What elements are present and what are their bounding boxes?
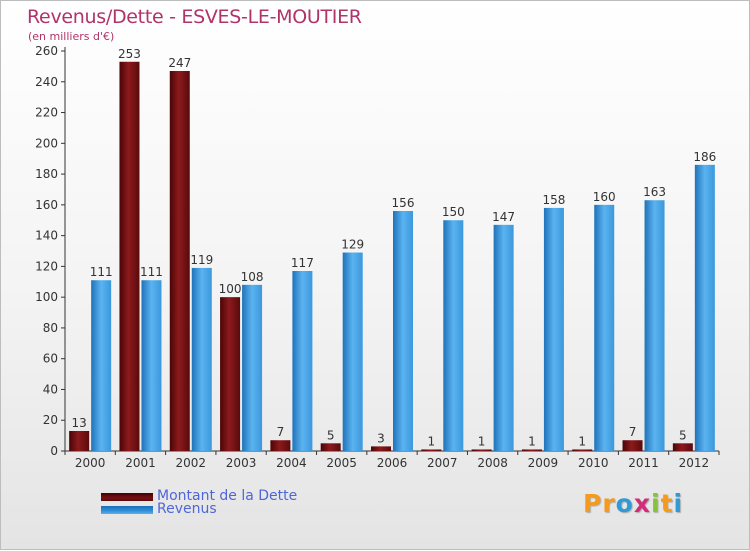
data-label-dette: 1 <box>478 434 486 448</box>
legend-label-revenus: Revenus <box>157 501 217 517</box>
bar-revenus <box>342 252 363 451</box>
y-tick-label: 40 <box>43 382 58 396</box>
bar-dette <box>622 440 643 451</box>
bar-dette <box>270 440 291 451</box>
data-label-revenus: 156 <box>392 196 415 210</box>
data-label-revenus: 150 <box>442 205 465 219</box>
y-tick-label: 180 <box>35 167 58 181</box>
data-label-dette: 5 <box>679 428 687 442</box>
bar-dette <box>521 449 542 451</box>
legend-swatch-dette <box>101 493 153 501</box>
data-label-revenus: 147 <box>492 210 515 224</box>
x-tick-label: 2002 <box>175 456 206 470</box>
bar-dette <box>320 443 341 451</box>
data-label-revenus: 163 <box>643 185 666 199</box>
data-label-dette: 100 <box>219 282 242 296</box>
y-tick-label: 20 <box>43 413 58 427</box>
y-tick-label: 0 <box>50 444 58 458</box>
data-label-dette: 7 <box>277 425 285 439</box>
proxiti-logo: Proxiti <box>583 489 683 518</box>
y-tick-label: 60 <box>43 352 58 366</box>
bar-revenus <box>443 220 464 451</box>
y-tick-label: 260 <box>35 44 58 58</box>
logo-letter: i <box>651 489 661 518</box>
bar-revenus <box>191 267 212 451</box>
x-tick-label: 2011 <box>628 456 659 470</box>
x-tick-label: 2001 <box>125 456 156 470</box>
data-label-revenus: 129 <box>341 238 364 252</box>
bar-dette <box>672 443 693 451</box>
chart-title: Revenus/Dette - ESVES-LE-MOUTIER <box>27 6 362 28</box>
bar-revenus <box>644 200 665 451</box>
bar-dette <box>69 431 90 451</box>
bar-dette <box>471 449 492 451</box>
logo-letter: P <box>583 489 603 518</box>
data-label-dette: 1 <box>528 434 536 448</box>
data-label-revenus: 117 <box>291 256 314 270</box>
data-label-revenus: 119 <box>190 253 213 267</box>
data-label-revenus: 111 <box>90 265 113 279</box>
data-label-dette: 5 <box>327 428 335 442</box>
bar-revenus <box>393 211 413 451</box>
y-tick-label: 200 <box>35 136 58 150</box>
bar-dette <box>572 449 593 451</box>
bar-revenus <box>242 284 263 451</box>
logo-letter: i <box>673 489 684 518</box>
bar-dette <box>169 71 190 451</box>
data-label-revenus: 111 <box>140 265 163 279</box>
y-tick-label: 100 <box>35 290 58 304</box>
bar-revenus <box>292 271 313 451</box>
logo-letter: x <box>633 489 651 518</box>
data-label-dette: 13 <box>72 416 87 430</box>
bar-dette <box>119 61 140 452</box>
data-label-dette: 247 <box>168 56 191 70</box>
x-tick-label: 2003 <box>226 456 257 470</box>
x-tick-label: 2004 <box>276 456 307 470</box>
data-label-revenus: 160 <box>593 190 616 204</box>
legend-label-dette: Montant de la Dette <box>157 488 298 504</box>
x-tick-label: 2005 <box>326 456 357 470</box>
data-label-dette: 253 <box>118 47 141 61</box>
y-tick-label: 240 <box>35 75 58 89</box>
x-tick-label: 2006 <box>377 456 408 470</box>
data-label-dette: 7 <box>629 425 637 439</box>
y-tick-label: 220 <box>35 106 58 120</box>
legend-swatch-revenus <box>101 506 153 514</box>
logo-letter: t <box>660 489 674 518</box>
bar-revenus <box>594 204 615 451</box>
y-tick-label: 160 <box>35 198 58 212</box>
bar-dette <box>371 446 391 451</box>
data-label-dette: 1 <box>578 434 586 448</box>
bar-dette <box>220 297 241 451</box>
x-tick-label: 2009 <box>528 456 559 470</box>
data-label-revenus: 108 <box>241 270 264 284</box>
chart-subtitle: (en milliers d'€) <box>28 30 115 43</box>
logo-letter: o <box>615 489 634 518</box>
data-label-dette: 3 <box>377 431 385 445</box>
y-tick-label: 140 <box>35 229 58 243</box>
data-label-dette: 1 <box>427 434 435 448</box>
bar-revenus <box>543 207 564 451</box>
x-tick-label: 2007 <box>427 456 458 470</box>
bar-dette <box>421 449 442 451</box>
x-tick-label: 2000 <box>75 456 106 470</box>
y-tick-label: 120 <box>35 259 58 273</box>
logo-letter: r <box>602 489 616 518</box>
bar-revenus <box>141 280 162 451</box>
data-label-revenus: 158 <box>542 193 565 207</box>
data-label-revenus: 186 <box>693 150 716 164</box>
bar-revenus <box>91 280 112 451</box>
x-tick-label: 2008 <box>477 456 508 470</box>
x-tick-label: 2012 <box>679 456 710 470</box>
bar-revenus <box>493 224 514 451</box>
y-tick-label: 80 <box>43 321 58 335</box>
bar-revenus <box>694 164 715 451</box>
x-tick-label: 2010 <box>578 456 609 470</box>
